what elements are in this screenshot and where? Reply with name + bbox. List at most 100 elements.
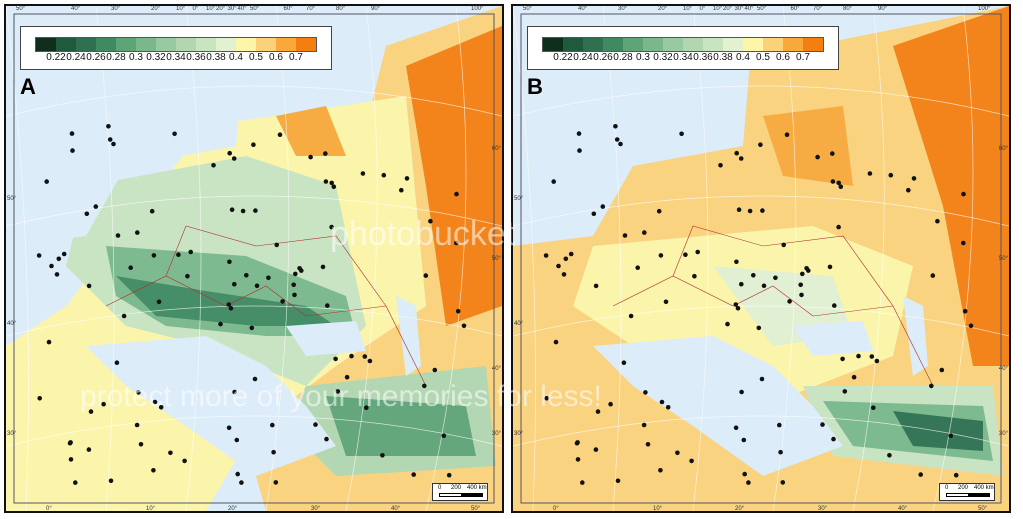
- legend-swatches: [35, 37, 317, 52]
- legend-label: 0.5: [756, 52, 770, 63]
- sample-location: [851, 374, 857, 380]
- sample-location: [134, 422, 140, 428]
- sample-location: [635, 265, 640, 271]
- longitude-tick: 50°: [250, 6, 260, 12]
- legend-label: 0.6: [269, 52, 283, 63]
- longitude-tick: 70°: [306, 6, 316, 12]
- legend-label: 0.7: [289, 52, 303, 63]
- sample-location: [308, 154, 313, 160]
- longitude-tick: 90°: [878, 6, 888, 12]
- sample-location: [733, 302, 739, 307]
- longitude-tick: 30°: [618, 6, 628, 12]
- legend-label: 0.7: [796, 52, 810, 63]
- sample-location: [56, 256, 62, 262]
- legend-swatch: [563, 38, 583, 51]
- panel-letter: B: [527, 74, 543, 99]
- sample-location: [218, 321, 223, 327]
- legend-label: 0.26: [593, 52, 613, 63]
- sample-location: [266, 275, 271, 281]
- sample-location: [54, 272, 60, 277]
- longitude-tick: 30°: [818, 506, 828, 512]
- sample-location: [93, 204, 99, 209]
- sample-location: [692, 273, 697, 279]
- legend-swatches: [542, 37, 824, 52]
- sample-location: [240, 208, 246, 214]
- legend-swatch: [56, 38, 76, 51]
- mediterranean-sea: [86, 336, 336, 476]
- longitude-tick: 10°: [176, 6, 186, 12]
- sample-location: [595, 409, 601, 414]
- sample-location: [244, 273, 249, 278]
- frequency-zone: [326, 396, 476, 456]
- sample-location: [297, 266, 302, 271]
- longitude-tick: 10°: [653, 506, 663, 512]
- sample-location: [320, 264, 326, 270]
- scale-graphic: [946, 493, 990, 497]
- sample-location: [313, 422, 318, 427]
- longitude-tick: 50°: [523, 6, 533, 12]
- legend-swatch: [276, 38, 296, 51]
- sample-location: [591, 211, 597, 217]
- sample-location: [543, 253, 549, 258]
- legend-swatch: [296, 38, 316, 51]
- sample-location: [325, 303, 330, 308]
- latitude-tick: 60°: [491, 146, 501, 152]
- legend-label: 0.24: [573, 52, 593, 63]
- sample-location: [364, 405, 369, 411]
- sample-location: [252, 376, 258, 382]
- sample-location: [961, 191, 966, 197]
- sample-location: [645, 442, 651, 447]
- legend-label: 0.22: [553, 52, 573, 63]
- sample-location: [399, 187, 404, 193]
- sample-location: [84, 211, 90, 217]
- longitude-tick: 10°: [146, 506, 156, 512]
- sample-location: [739, 281, 744, 287]
- sample-location: [856, 353, 861, 359]
- sample-location: [758, 142, 763, 147]
- sample-location: [930, 273, 936, 278]
- legend-swatch: [743, 38, 763, 51]
- legend-label: 0.32: [653, 52, 673, 63]
- sample-location: [49, 263, 54, 269]
- longitude-tick: 40°: [237, 6, 247, 12]
- sample-location: [867, 171, 873, 176]
- sample-location: [235, 471, 240, 477]
- sample-location: [37, 396, 42, 401]
- sample-location: [46, 339, 52, 345]
- sample-location: [135, 230, 140, 235]
- sample-location: [741, 437, 747, 443]
- sample-location: [329, 224, 334, 230]
- legend-swatch: [156, 38, 176, 51]
- sample-location: [86, 447, 92, 452]
- sample-location: [642, 230, 647, 235]
- sample-location: [695, 249, 700, 255]
- sample-location: [804, 266, 809, 271]
- sample-location: [736, 207, 742, 212]
- sample-location: [291, 282, 297, 288]
- latitude-tick: 30°: [491, 431, 501, 437]
- longitude-tick: 20°: [735, 506, 745, 512]
- sample-location: [185, 273, 190, 279]
- longitude-tick: 30°: [734, 6, 744, 12]
- sample-location: [939, 367, 945, 373]
- sample-location: [280, 299, 285, 304]
- sample-location: [362, 354, 368, 359]
- legend-label: 0.5: [249, 52, 263, 63]
- legend-swatch: [703, 38, 723, 51]
- sample-location: [759, 376, 765, 382]
- latitude-tick: 50°: [7, 196, 17, 202]
- mediterranean-sea: [593, 336, 843, 476]
- sample-location: [656, 208, 662, 214]
- sample-location: [271, 449, 276, 455]
- legend-swatch: [136, 38, 156, 51]
- longitude-tick: 40°: [744, 6, 754, 12]
- longitude-tick: 10°: [713, 6, 723, 12]
- sample-location: [454, 240, 459, 246]
- legend-label: 0.4: [229, 52, 243, 63]
- map-canvas: [6, 6, 502, 511]
- sample-location: [887, 453, 892, 458]
- sample-location: [553, 339, 559, 345]
- latitude-tick: 50°: [514, 196, 524, 202]
- sample-location: [830, 151, 835, 156]
- sample-location: [324, 436, 329, 442]
